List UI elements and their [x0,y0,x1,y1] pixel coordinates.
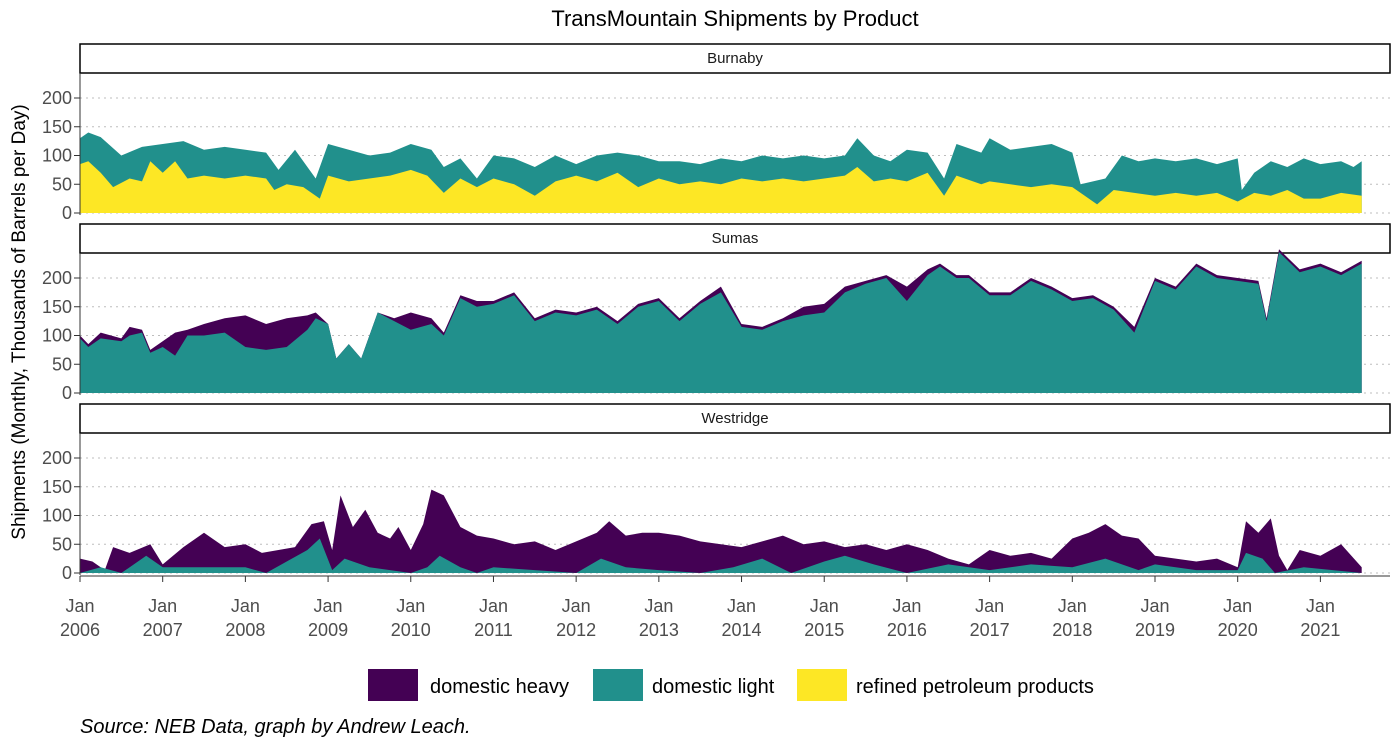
legend-label-refined-petroleum-products: refined petroleum products [856,676,1094,698]
y-tick-label: 0 [62,563,72,583]
x-tick-label: Jan [148,596,177,616]
chart-caption: Source: NEB Data, graph by Andrew Leach. [80,716,471,738]
legend-label-domestic-heavy: domestic heavy [430,676,569,698]
x-tick-label: Jan [892,596,921,616]
x-tick-label: Jan [396,596,425,616]
x-tick-label: Jan [65,596,94,616]
y-tick-label: 50 [52,354,72,374]
area-sumas-domestic-light [80,252,1362,393]
legend-key-refined-petroleum-products [797,669,847,701]
x-tick-label: Jan [314,596,343,616]
area-westridge-domestic-heavy [80,489,1362,573]
x-tick-label: Jan [727,596,756,616]
x-tick-label: 2011 [474,620,513,640]
x-tick-label: 2019 [1135,620,1175,640]
y-tick-label: 100 [42,506,72,526]
facet-label-westridge: Westridge [701,410,768,427]
x-tick-label: Jan [975,596,1004,616]
x-tick-label: 2013 [639,620,679,640]
x-tick-label: 2010 [391,620,431,640]
x-tick-label: Jan [479,596,508,616]
facet-strip-westridge [79,403,1391,434]
x-tick-label: Jan [644,596,673,616]
x-tick-label: 2018 [1052,620,1092,640]
facet-label-sumas: Sumas [712,230,759,247]
x-tick-label: Jan [1058,596,1087,616]
x-tick-label: Jan [562,596,591,616]
x-tick-label: Jan [1306,596,1335,616]
area-westridge-domestic-light [80,538,1362,573]
y-axis-label: Shipments (Monthly, Thousands of Barrels… [9,104,30,539]
x-tick-label: Jan [1140,596,1169,616]
x-tick-label: 2020 [1218,620,1258,640]
y-tick-label: 100 [42,326,72,346]
x-tick-label: Jan [231,596,260,616]
y-tick-label: 50 [52,534,72,554]
x-tick-label: 2008 [225,620,265,640]
y-tick-label: 150 [42,297,72,317]
y-tick-label: 200 [42,268,72,288]
legend-key-domestic-light [593,669,643,701]
facet-label-burnaby: Burnaby [707,50,763,67]
x-tick-label: 2006 [60,620,100,640]
x-tick-label: 2016 [887,620,927,640]
x-tick-label: 2007 [143,620,183,640]
x-tick-label: Jan [1223,596,1252,616]
facet-strip-burnaby [79,43,1391,74]
x-tick-label: Jan [810,596,839,616]
x-tick-label: 2009 [308,620,348,640]
y-tick-label: 150 [42,117,72,137]
y-tick-label: 200 [42,448,72,468]
x-tick-label: 2012 [556,620,596,640]
x-tick-label: 2017 [970,620,1010,640]
area-burnaby-refined-petroleum-products [80,161,1362,213]
facet-strip-sumas [79,223,1391,254]
x-tick-label: 2021 [1300,620,1340,640]
y-tick-label: 200 [42,88,72,108]
chart-title: TransMountain Shipments by Product [551,6,919,31]
y-tick-label: 150 [42,477,72,497]
y-tick-label: 0 [62,383,72,403]
legend-label-domestic-light: domestic light [652,676,775,698]
y-tick-label: 50 [52,174,72,194]
y-tick-label: 0 [62,203,72,223]
legend-key-domestic-heavy [368,669,418,701]
y-tick-label: 100 [42,146,72,166]
x-tick-label: 2014 [722,620,762,640]
x-tick-label: 2015 [804,620,844,640]
